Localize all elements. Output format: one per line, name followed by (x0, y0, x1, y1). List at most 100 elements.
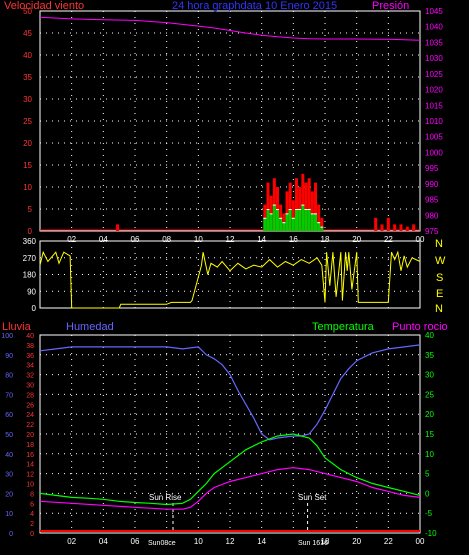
y-tick-label: 10 (26, 482, 34, 489)
y2-tick-label: 980 (425, 211, 439, 220)
y2-tick-label: 5 (425, 470, 430, 479)
y2-tick-label: 1015 (425, 101, 443, 110)
y2-tick-label: 10 (425, 450, 434, 459)
wind-avg-bar (272, 204, 276, 231)
direction-label-n-bottom: N (435, 303, 443, 315)
y-tick-label: 40 (26, 333, 34, 340)
x-tick-label: 02 (67, 235, 76, 244)
wind-speed-bar (288, 182, 292, 231)
y2-tick-label: 20 (425, 410, 434, 419)
y-tick-label: 5 (28, 205, 33, 214)
wind-speed-bar (320, 217, 324, 231)
y-tick-label: 360 (23, 237, 37, 246)
wind-avg-bar (301, 204, 305, 231)
wind-speed-title: Velocidad viento (4, 0, 84, 12)
wind-speed-bar (310, 191, 314, 231)
direction-label-e: E (436, 288, 443, 300)
y-tick-label: 2 (30, 521, 34, 528)
pressure-title: Presión (372, 0, 409, 12)
y-tick-label: 26 (26, 402, 34, 409)
y-tick-label: 36 (26, 353, 34, 360)
wind-avg-bar (320, 226, 324, 231)
wind-avg-bar (279, 217, 283, 231)
y-tick-label: 14 (26, 462, 34, 469)
y-tick-label: 80 (5, 373, 13, 380)
y-tick-label: 100 (1, 333, 13, 340)
y2-tick-label: 25 (425, 390, 434, 399)
y2-tick-label: -10 (425, 529, 437, 538)
wind-avg-bar (282, 222, 286, 231)
wind-avg-cap (304, 209, 308, 210)
y-tick-label: 50 (5, 432, 13, 439)
y-tick-label: 18 (26, 442, 34, 449)
wind-speed-bar (266, 182, 270, 231)
x-tick-label: 18 (321, 235, 330, 244)
y2-tick-label: 975 (425, 227, 439, 236)
wind-avg-cap (320, 226, 324, 228)
y2-tick-label: 35 (425, 351, 434, 360)
wind-direction-line (39, 250, 421, 309)
dewpoint-title: Punto rocio (392, 321, 448, 333)
y-tick-label: 35 (23, 73, 32, 82)
wind-speed-bar (386, 217, 390, 231)
wind-speed-bar (405, 226, 409, 231)
y-tick-label: 40 (23, 51, 32, 60)
x-tick-label: 08 (162, 235, 171, 244)
x-tick-label: 22 (384, 235, 393, 244)
y-tick-label: 12 (26, 472, 34, 479)
wind-avg-cap (307, 209, 311, 210)
wind-speed-bar (314, 182, 317, 231)
y2-tick-label: 1020 (425, 86, 443, 95)
wind-avg-cap (310, 213, 314, 215)
y-tick-label: 16 (26, 452, 34, 459)
temperature-title: Temperatura (312, 321, 375, 333)
wind-avg-cap (279, 217, 283, 219)
y2-tick-label: 1030 (425, 54, 443, 63)
y2-tick-label: 1045 (425, 7, 443, 16)
wind-avg-bar (307, 209, 311, 231)
wind-speed-bar (380, 224, 384, 231)
x-tick-label: 12 (226, 235, 235, 244)
x-tick-label: 06 (131, 537, 140, 546)
y-tick-label: 180 (23, 271, 37, 280)
y-tick-label: 0 (32, 304, 37, 313)
y2-tick-label: 0 (425, 489, 430, 498)
wind-avg-bar (295, 209, 298, 231)
y-tick-label: 50 (23, 7, 32, 16)
x-tick-label: 20 (352, 537, 361, 546)
y-tick-label: 90 (5, 353, 13, 360)
x-tick-label: 04 (99, 537, 108, 546)
wind-avg-bar (291, 217, 295, 231)
y2-tick-label: 1035 (425, 38, 443, 47)
x-tick-label: 14 (257, 537, 266, 546)
sun-set-tick-label: Sun 1616 (298, 540, 328, 547)
y-tick-label: 30 (5, 472, 13, 479)
wind-avg-bar (317, 222, 321, 231)
wind-avg-cap (314, 213, 317, 215)
temperature-line (39, 433, 421, 506)
y2-tick-label: 30 (425, 371, 434, 380)
y-tick-label: 60 (5, 412, 13, 419)
pressure-line (39, 16, 421, 41)
wind-avg-bar (266, 209, 270, 231)
wind-avg-cap (285, 213, 289, 215)
y-tick-label: 24 (26, 412, 34, 419)
y2-tick-label: 985 (425, 196, 439, 205)
wind-avg-cap (282, 222, 286, 224)
wind-speed-bar (307, 178, 311, 231)
wind-speed-bar (374, 217, 378, 231)
y-tick-label: 6 (30, 501, 34, 508)
grid-layer (40, 10, 421, 534)
wind-avg-bar (276, 209, 279, 231)
x-tick-label: 00 (416, 235, 425, 244)
y-tick-label: 38 (26, 343, 34, 350)
wind-avg-bar (269, 213, 273, 231)
wind-avg-cap (263, 217, 267, 219)
x-tick-label: 02 (67, 537, 76, 546)
wind-avg-bar (288, 209, 292, 231)
wind-avg-cap (298, 209, 302, 210)
y2-tick-label: 1005 (425, 133, 443, 142)
marks-layer (39, 16, 421, 533)
